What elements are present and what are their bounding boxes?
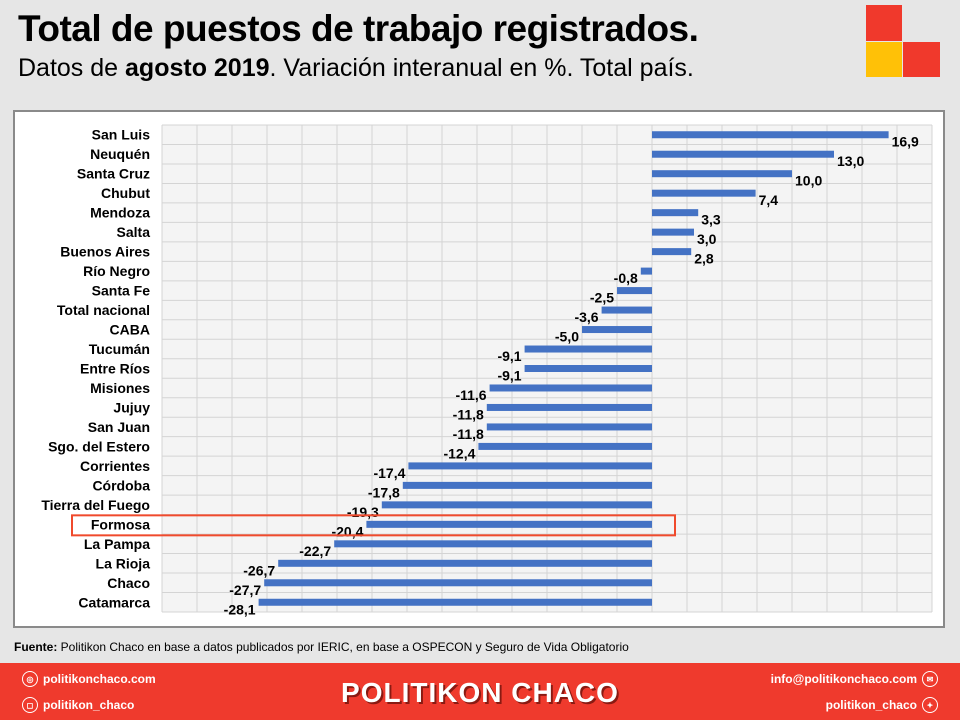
bar: [652, 131, 889, 139]
data-label: -12,4: [443, 445, 475, 461]
category-label: Chubut: [101, 185, 150, 201]
bar: [601, 306, 652, 314]
category-label: Misiones: [90, 380, 150, 396]
bar: [486, 403, 652, 411]
data-label: 13,0: [837, 153, 864, 169]
data-label: -26,7: [243, 562, 275, 578]
highlight-box: [71, 514, 676, 537]
category-label: Neuquén: [90, 146, 150, 162]
category-label: San Luis: [92, 127, 151, 143]
bar: [652, 189, 756, 197]
category-label: Tucumán: [89, 341, 150, 357]
category-label: Jujuy: [113, 399, 150, 415]
footer-instagram[interactable]: ◻ politikon_chaco: [22, 697, 134, 713]
category-label: Buenos Aires: [60, 244, 150, 260]
mail-icon: ✉: [922, 671, 938, 687]
footer-twitter[interactable]: politikon_chaco ✦: [826, 697, 938, 713]
twitter-icon: ✦: [922, 697, 938, 713]
instagram-icon: ◻: [22, 697, 38, 713]
data-label: -2,5: [590, 290, 614, 306]
data-label: -17,8: [368, 484, 400, 500]
data-label: 7,4: [759, 192, 779, 208]
category-label: Entre Ríos: [80, 361, 150, 377]
bar: [334, 540, 652, 548]
data-label: 10,0: [795, 173, 822, 189]
bar: [652, 228, 694, 236]
bar: [652, 209, 699, 217]
bar: [486, 423, 652, 431]
data-label: 3,3: [701, 212, 721, 228]
category-label: Salta: [117, 224, 151, 240]
category-label: Córdoba: [92, 477, 150, 493]
category-label: Mendoza: [90, 205, 150, 221]
bar: [652, 170, 792, 178]
bar: [278, 559, 652, 567]
data-label: -11,8: [453, 406, 484, 422]
bar: [402, 481, 652, 489]
footer-web[interactable]: ◎ politikonchaco.com: [22, 671, 156, 687]
category-label: Río Negro: [83, 263, 150, 279]
bar: [617, 287, 652, 295]
bar: [524, 345, 652, 353]
data-label: -11,6: [455, 387, 486, 403]
category-label: Corrientes: [80, 458, 150, 474]
data-label: -20,4: [331, 523, 363, 539]
data-label: -19,3: [347, 504, 379, 520]
footer-email[interactable]: info@politikonchaco.com ✉: [771, 671, 938, 687]
data-label: -17,4: [373, 465, 405, 481]
chart-area: San Luis 16,9 Neuquén 13,0 Santa Cruz 10,0 Chu…: [13, 110, 945, 628]
bar: [258, 598, 652, 606]
category-label: Santa Cruz: [77, 166, 150, 182]
page-subtitle: Datos de agosto 2019. Variación interanu…: [18, 54, 694, 82]
category-label: Chaco: [107, 575, 150, 591]
data-label: -9,1: [497, 348, 521, 364]
data-label: 3,0: [697, 231, 717, 247]
data-label: -9,1: [497, 368, 521, 384]
bar: [264, 579, 652, 587]
data-label: -22,7: [299, 543, 331, 559]
bar: [524, 365, 652, 372]
bar: [640, 267, 652, 275]
footer-brand: POLITIKON CHACO: [341, 677, 619, 708]
bar-chart: San Luis 16,9 Neuquén 13,0 Santa Cruz 10,0 Chu…: [41, 124, 933, 617]
data-label: -27,7: [229, 582, 261, 598]
footer: ◎ politikonchaco.com ◻ politikon_chaco POL…: [0, 663, 960, 720]
category-label: La Rioja: [96, 555, 151, 571]
bar: [381, 501, 652, 509]
data-label: -11,8: [453, 426, 484, 442]
globe-icon: ◎: [22, 671, 38, 687]
category-label: Formosa: [91, 516, 150, 532]
bar: [366, 520, 652, 528]
data-label: -5,0: [555, 329, 579, 345]
data-label: -0,8: [614, 270, 638, 286]
category-label: Total nacional: [57, 302, 150, 318]
bar: [408, 462, 652, 470]
category-label: Tierra del Fuego: [41, 497, 150, 513]
category-label: CABA: [110, 322, 150, 338]
data-label: 2,8: [694, 251, 714, 267]
politikon-logo: [866, 5, 942, 77]
category-label: Sgo. del Estero: [48, 438, 150, 454]
category-label: Catamarca: [78, 594, 150, 610]
source-note: Fuente: Politikon Chaco en base a datos …: [14, 640, 629, 654]
category-label: La Pampa: [84, 536, 150, 552]
bar: [478, 442, 652, 450]
page-title: Total de puestos de trabajo registrados.: [18, 8, 699, 49]
bar: [489, 384, 652, 392]
data-label: -3,6: [574, 309, 598, 325]
bar: [652, 150, 834, 158]
category-label: San Juan: [88, 419, 150, 435]
bar: [582, 326, 652, 334]
bar: [652, 248, 692, 256]
data-label: -28,1: [224, 601, 256, 617]
category-label: Santa Fe: [92, 283, 151, 299]
data-label: 16,9: [892, 134, 919, 150]
